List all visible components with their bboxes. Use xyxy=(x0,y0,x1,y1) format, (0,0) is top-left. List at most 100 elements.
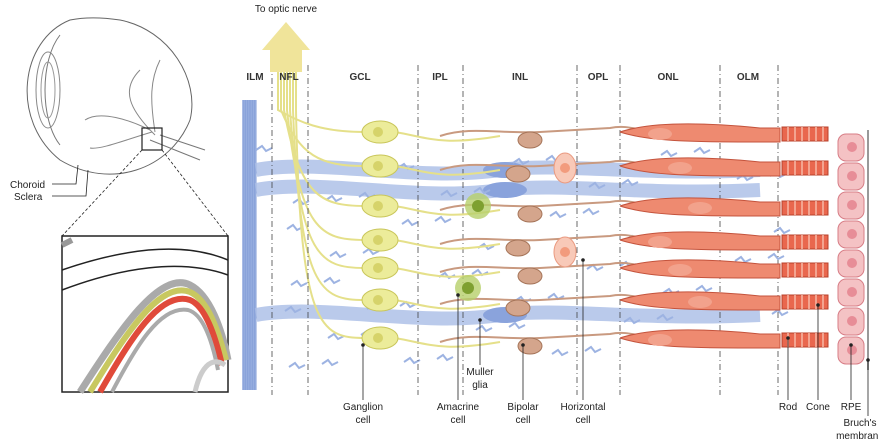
cell-label: cell xyxy=(575,415,590,426)
cell-label: glia xyxy=(472,380,488,391)
nucleus xyxy=(462,282,474,294)
photoreceptor xyxy=(620,260,780,278)
glia-process xyxy=(324,278,340,283)
glia-process xyxy=(291,281,307,286)
glia-process xyxy=(256,146,272,151)
cell-label: Horizontal xyxy=(560,402,605,413)
leader-dot xyxy=(478,318,482,322)
photoreceptor xyxy=(620,330,780,348)
leader-dot xyxy=(361,343,365,347)
glia-process xyxy=(509,323,525,328)
optic-arrow xyxy=(262,22,310,72)
glia-process xyxy=(774,228,790,233)
layer-label: IPL xyxy=(432,72,448,83)
ilm-band xyxy=(242,100,256,390)
glia-process xyxy=(289,363,305,368)
outer-segment xyxy=(782,201,828,215)
bipolar-cell xyxy=(518,132,542,148)
glia-process xyxy=(437,355,453,360)
cell-label: Ganglion xyxy=(343,402,383,413)
leader-dot xyxy=(456,293,460,297)
outer-segment xyxy=(782,161,828,175)
cell-label: membrane xyxy=(836,431,878,442)
nucleus xyxy=(373,333,383,343)
bipolar-cell xyxy=(518,268,542,284)
layer-labels: ILM NFL GCL IPL INL OPL ONL OLM xyxy=(246,72,759,83)
eye-illustration xyxy=(27,18,228,392)
cell-label: cell xyxy=(450,415,465,426)
cell-label: cell xyxy=(515,415,530,426)
outer-segment xyxy=(782,263,828,277)
glia-process xyxy=(322,360,338,365)
leader-dot xyxy=(581,258,585,262)
photoreceptor-nucleus xyxy=(668,162,692,174)
cell-label: Muller xyxy=(466,367,494,378)
glia-process xyxy=(435,217,451,222)
cell-label: Bipolar xyxy=(507,402,539,413)
rpe-nucleus xyxy=(847,171,857,181)
nucleus xyxy=(373,295,383,305)
cell-label: Bruch's xyxy=(843,418,876,429)
cell-label: Rod xyxy=(779,402,797,413)
rpe-nucleus xyxy=(847,258,857,268)
retina-diagram: Choroid Sclera To optic nerve ILMNFLGCLI… xyxy=(0,0,878,447)
outer-segment xyxy=(782,333,828,347)
glia-process xyxy=(694,148,710,153)
photoreceptor xyxy=(620,124,780,142)
leader-dot xyxy=(816,303,820,307)
layer-label: OLM xyxy=(737,72,759,83)
leader-dot xyxy=(849,343,853,347)
photoreceptor-nucleus xyxy=(688,202,712,214)
glia-process xyxy=(550,212,566,217)
layer-label: ILM xyxy=(246,72,263,83)
axon xyxy=(287,72,365,240)
rpe-nucleus xyxy=(847,316,857,326)
glia-process xyxy=(583,209,599,214)
layer-label: OPL xyxy=(588,72,609,83)
layer-label: GCL xyxy=(349,72,370,83)
nucleus xyxy=(373,161,383,171)
bipolar-cell xyxy=(506,166,530,182)
photoreceptor-nucleus xyxy=(648,128,672,140)
eye-label: Sclera xyxy=(14,192,43,203)
leader-dot xyxy=(786,336,790,340)
photoreceptor xyxy=(620,232,780,250)
photoreceptor-nucleus xyxy=(648,334,672,346)
glia-process xyxy=(768,254,784,259)
photoreceptor-nucleus xyxy=(688,296,712,308)
layer-label: NFL xyxy=(279,72,298,83)
glia-process xyxy=(402,220,418,225)
arrow-label: To optic nerve xyxy=(255,4,318,15)
photoreceptor-nucleus xyxy=(668,264,692,276)
glia-process xyxy=(696,286,712,291)
photoreceptor-nucleus xyxy=(648,236,672,248)
cell-label: RPE xyxy=(841,402,862,413)
bipolar-cell xyxy=(518,206,542,222)
nucleus xyxy=(373,235,383,245)
outer-segment xyxy=(782,235,828,249)
leader-dot xyxy=(866,358,870,362)
glia-process xyxy=(661,151,677,156)
rpe-nucleus xyxy=(847,200,857,210)
glia-process xyxy=(552,350,568,355)
glia-process xyxy=(772,310,788,315)
rpe-nucleus xyxy=(847,142,857,152)
nucleus xyxy=(373,127,383,137)
cell-labels: Ganglion cell Amacrine cell Muller glia Bipola… xyxy=(343,258,878,442)
cell-label: Cone xyxy=(806,402,830,413)
layer-label: INL xyxy=(512,72,528,83)
nucleus xyxy=(560,163,570,173)
bipolar-cell xyxy=(506,240,530,256)
glia-process xyxy=(476,326,492,331)
cell-label: cell xyxy=(355,415,370,426)
cell-label: Amacrine xyxy=(437,402,480,413)
eye-label: Choroid xyxy=(10,180,45,191)
layer-label: ONL xyxy=(657,72,678,83)
bipolar-cell xyxy=(506,300,530,316)
rpe-nucleus xyxy=(847,229,857,239)
glia-process xyxy=(585,347,601,352)
outer-segment xyxy=(782,295,828,309)
nucleus xyxy=(373,201,383,211)
glia-process xyxy=(330,252,346,257)
outer-segment xyxy=(782,127,828,141)
